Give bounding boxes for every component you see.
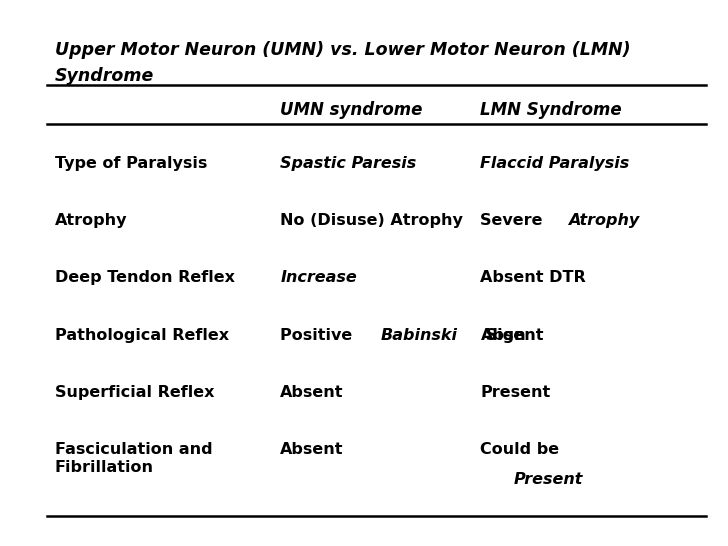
Text: Atrophy: Atrophy	[569, 213, 640, 228]
Text: Present: Present	[480, 385, 550, 400]
Text: Type of Paralysis: Type of Paralysis	[55, 156, 207, 170]
Text: Sign: Sign	[480, 328, 526, 342]
Text: Pathological Reflex: Pathological Reflex	[55, 328, 229, 342]
Text: Severe: Severe	[480, 213, 549, 228]
Text: Present: Present	[513, 472, 582, 487]
Text: Could be: Could be	[480, 442, 560, 457]
Text: LMN Syndrome: LMN Syndrome	[480, 101, 622, 119]
Text: Positive: Positive	[280, 328, 358, 342]
Text: Absent: Absent	[280, 442, 344, 457]
Text: Fasciculation and
Fibrillation: Fasciculation and Fibrillation	[55, 442, 213, 474]
Text: Absent DTR: Absent DTR	[480, 270, 586, 285]
Text: UMN syndrome: UMN syndrome	[280, 101, 423, 119]
Text: Increase: Increase	[280, 270, 357, 285]
Text: Flaccid Paralysis: Flaccid Paralysis	[480, 156, 630, 170]
Text: Deep Tendon Reflex: Deep Tendon Reflex	[55, 270, 234, 285]
Text: Spastic Paresis: Spastic Paresis	[280, 156, 416, 170]
Text: Syndrome: Syndrome	[55, 67, 154, 85]
Text: No (Disuse) Atrophy: No (Disuse) Atrophy	[280, 213, 463, 228]
Text: Absent: Absent	[480, 328, 544, 342]
Text: Superficial Reflex: Superficial Reflex	[55, 385, 214, 400]
Text: Upper Motor Neuron (UMN) vs. Lower Motor Neuron (LMN): Upper Motor Neuron (UMN) vs. Lower Motor…	[55, 41, 630, 59]
Text: Atrophy: Atrophy	[55, 213, 127, 228]
Text: Absent: Absent	[280, 385, 344, 400]
Text: Babinski: Babinski	[381, 328, 458, 342]
